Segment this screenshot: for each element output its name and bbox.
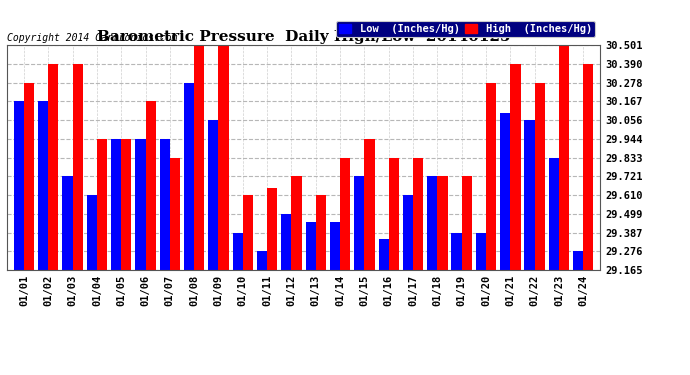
Bar — [38, 101, 48, 270]
Bar — [549, 158, 559, 270]
Bar — [451, 232, 462, 270]
Bar — [379, 239, 388, 270]
Bar — [243, 195, 253, 270]
Bar — [437, 176, 448, 270]
Bar — [388, 158, 399, 270]
Bar — [208, 120, 219, 270]
Bar — [413, 158, 423, 270]
Bar — [184, 82, 194, 270]
Bar — [219, 45, 228, 270]
Bar — [146, 101, 156, 270]
Bar — [291, 176, 302, 270]
Bar — [24, 82, 34, 270]
Bar — [559, 45, 569, 270]
Bar — [48, 64, 59, 270]
Bar — [121, 139, 131, 270]
Bar — [282, 214, 291, 270]
Text: Copyright 2014 Cartronics.com: Copyright 2014 Cartronics.com — [7, 33, 177, 43]
Bar — [476, 232, 486, 270]
Bar — [111, 139, 121, 270]
Bar — [340, 158, 351, 270]
Bar — [524, 120, 535, 270]
Bar — [97, 139, 107, 270]
Bar — [14, 101, 24, 270]
Bar — [511, 64, 520, 270]
Bar — [233, 232, 243, 270]
Bar — [354, 176, 364, 270]
Legend: Low  (Inches/Hg), High  (Inches/Hg): Low (Inches/Hg), High (Inches/Hg) — [336, 21, 595, 37]
Bar — [427, 176, 437, 270]
Bar — [316, 195, 326, 270]
Bar — [194, 45, 204, 270]
Bar — [500, 112, 511, 270]
Bar — [267, 188, 277, 270]
Bar — [364, 139, 375, 270]
Bar — [583, 64, 593, 270]
Bar — [403, 195, 413, 270]
Bar — [62, 176, 72, 270]
Bar — [330, 222, 340, 270]
Bar — [573, 251, 583, 270]
Bar — [306, 222, 316, 270]
Bar — [257, 251, 267, 270]
Title: Barometric Pressure  Daily High/Low  20140125: Barometric Pressure Daily High/Low 20140… — [97, 30, 511, 44]
Bar — [462, 176, 472, 270]
Bar — [159, 139, 170, 270]
Bar — [87, 195, 97, 270]
Bar — [170, 158, 180, 270]
Bar — [535, 82, 545, 270]
Bar — [486, 82, 496, 270]
Bar — [135, 139, 146, 270]
Bar — [72, 64, 83, 270]
